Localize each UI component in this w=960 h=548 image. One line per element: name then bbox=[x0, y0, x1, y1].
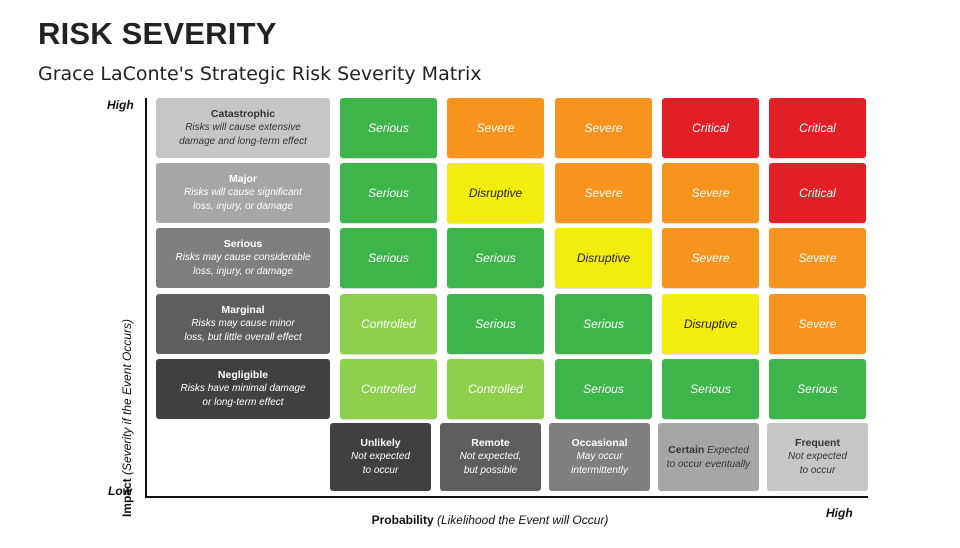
likelihood-header-remote: Remote Not expected, but possible bbox=[440, 423, 541, 491]
x-axis-high-label: High bbox=[826, 506, 853, 520]
matrix-cell-disruptive: Disruptive bbox=[662, 294, 759, 354]
impact-description-line: loss, injury, or damage bbox=[193, 266, 293, 277]
matrix-cell-serious: Serious bbox=[662, 359, 759, 419]
likelihood-header-occasional: Occasional May occur intermittently bbox=[549, 423, 650, 491]
impact-header-major: Major Risks will cause significant loss, i… bbox=[156, 163, 330, 223]
matrix-cell-controlled: Controlled bbox=[340, 359, 437, 419]
matrix-cell-serious: Serious bbox=[769, 359, 866, 419]
likelihood-header-unlikely: Unlikely Not expected to occur bbox=[330, 423, 431, 491]
x-axis-title-bold: Probability bbox=[371, 513, 434, 527]
matrix-cell-serious: Serious bbox=[447, 228, 544, 288]
likelihood-description-line: to occur eventually bbox=[666, 458, 751, 470]
impact-description-line: Risks may cause minor bbox=[191, 318, 295, 329]
impact-description-line: Risks will cause extensive bbox=[185, 122, 301, 133]
matrix-cell-severe: Severe bbox=[555, 98, 652, 158]
impact-name: Negligible bbox=[217, 369, 269, 381]
likelihood-name: Certain bbox=[668, 443, 705, 456]
likelihood-description-line: but possible bbox=[463, 465, 518, 476]
impact-name: Marginal bbox=[221, 304, 265, 316]
impact-description-line: damage and long-term effect bbox=[179, 136, 307, 147]
page-title: RISK SEVERITY bbox=[38, 16, 277, 51]
likelihood-description-line: to occur bbox=[362, 465, 399, 476]
page-subtitle: Grace LaConte's Strategic Risk Severity … bbox=[38, 63, 482, 85]
matrix-cell-serious: Serious bbox=[340, 163, 437, 223]
impact-description-line: loss, but little overall effect bbox=[184, 332, 302, 343]
matrix-cell-serious: Serious bbox=[340, 98, 437, 158]
likelihood-description-line: to occur bbox=[799, 465, 836, 476]
impact-description-line: loss, injury, or damage bbox=[193, 201, 293, 212]
matrix-cell-severe: Severe bbox=[447, 98, 544, 158]
y-axis-high-label: High bbox=[107, 98, 134, 112]
matrix-cell-serious: Serious bbox=[340, 228, 437, 288]
impact-name: Major bbox=[228, 173, 257, 185]
impact-header-catastrophic: Catastrophic Risks will cause extensive da… bbox=[156, 98, 330, 158]
y-axis-low-label: Low bbox=[108, 484, 132, 498]
likelihood-name: Frequent bbox=[795, 437, 840, 449]
impact-description-line: Risks will cause significant bbox=[184, 187, 302, 198]
likelihood-name: Occasional bbox=[571, 437, 628, 449]
likelihood-description-line: Not expected bbox=[788, 451, 847, 462]
y-axis-line bbox=[145, 98, 147, 498]
impact-header-negligible: Negligible Risks have minimal damage or lo… bbox=[156, 359, 330, 419]
x-axis-title: Probability (Likelihood the Event will O… bbox=[350, 513, 630, 527]
y-axis-title-bold: Impact bbox=[120, 478, 134, 518]
impact-name: Serious bbox=[223, 238, 263, 250]
likelihood-name: Unlikely bbox=[360, 437, 401, 449]
matrix-cell-serious: Serious bbox=[555, 294, 652, 354]
matrix-cell-severe: Severe bbox=[769, 294, 866, 354]
likelihood-name: Remote bbox=[471, 437, 510, 449]
matrix-cell-disruptive: Disruptive bbox=[555, 228, 652, 288]
matrix-cell-serious: Serious bbox=[447, 294, 544, 354]
impact-header-serious: Serious Risks may cause considerable loss,… bbox=[156, 228, 330, 288]
likelihood-header-frequent: Frequent Not expected to occur bbox=[767, 423, 868, 491]
matrix-cell-serious: Serious bbox=[555, 359, 652, 419]
impact-description-line: or long-term effect bbox=[202, 397, 284, 408]
matrix-cell-severe: Severe bbox=[769, 228, 866, 288]
matrix-cell-controlled: Controlled bbox=[340, 294, 437, 354]
x-axis-title-italic: (Likelihood the Event will Occur) bbox=[436, 513, 609, 527]
matrix-cell-controlled: Controlled bbox=[447, 359, 544, 419]
likelihood-description-line: May occur bbox=[576, 451, 623, 462]
likelihood-description-line: Not expected bbox=[351, 451, 410, 462]
impact-header-marginal: Marginal Risks may cause minor loss, but l… bbox=[156, 294, 330, 354]
matrix-cell-critical: Critical bbox=[769, 163, 866, 223]
matrix-cell-disruptive: Disruptive bbox=[447, 163, 544, 223]
x-axis-line bbox=[145, 496, 868, 498]
likelihood-description-line: Expected bbox=[707, 444, 749, 456]
likelihood-description-line: Not expected, bbox=[459, 451, 522, 462]
y-axis-title-italic: (Severity if the Event Occurs) bbox=[120, 318, 134, 476]
matrix-cell-critical: Critical bbox=[769, 98, 866, 158]
likelihood-description-line: intermittently bbox=[571, 465, 628, 476]
matrix-cell-severe: Severe bbox=[555, 163, 652, 223]
impact-name: Catastrophic bbox=[210, 108, 276, 120]
likelihood-header-certain: Certain Expected to occur eventually bbox=[658, 423, 759, 491]
impact-description-line: Risks have minimal damage bbox=[180, 383, 306, 394]
impact-description-line: Risks may cause considerable bbox=[175, 252, 311, 263]
matrix-cell-severe: Severe bbox=[662, 228, 759, 288]
matrix-cell-severe: Severe bbox=[662, 163, 759, 223]
likelihood-first-line: Certain Expected bbox=[668, 443, 749, 458]
matrix-cell-critical: Critical bbox=[662, 98, 759, 158]
